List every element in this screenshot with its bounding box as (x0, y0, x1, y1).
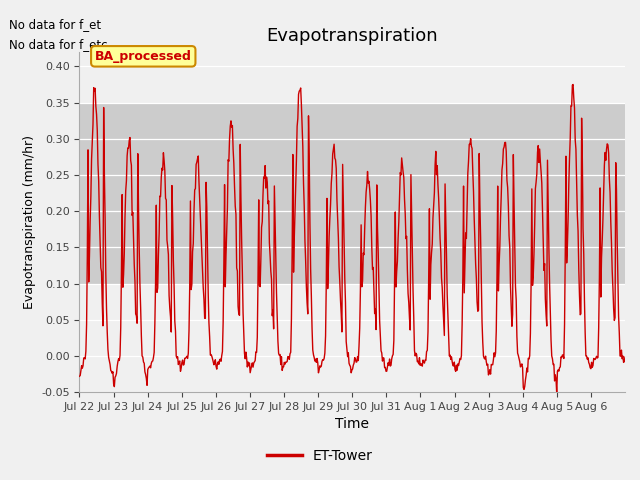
Text: No data for f_etc: No data for f_etc (8, 38, 107, 51)
Bar (79, 103, 625, 284)
Text: BA_processed: BA_processed (95, 50, 192, 63)
Text: No data for f_et: No data for f_et (8, 18, 100, 31)
Legend: ET-Tower: ET-Tower (262, 443, 378, 468)
Title: Evapotranspiration: Evapotranspiration (266, 27, 438, 45)
X-axis label: Time: Time (335, 418, 369, 432)
Y-axis label: Evapotranspiration (mm/hr): Evapotranspiration (mm/hr) (22, 135, 36, 309)
